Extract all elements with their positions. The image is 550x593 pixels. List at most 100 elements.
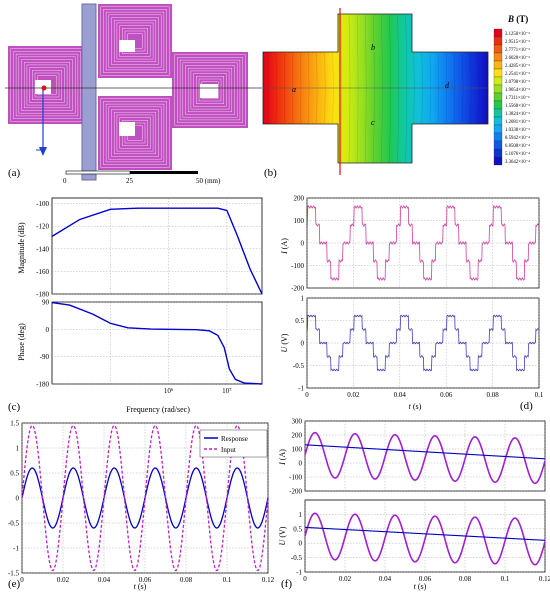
- probe-point: [41, 85, 47, 91]
- y-tick-label: 300: [292, 418, 303, 426]
- coil-turn: [105, 11, 165, 71]
- voltage-waveform-plot: 0 0.02 0.04 0.06 0.08 0.1 1 0.5 0 -0.5 -1: [293, 295, 544, 400]
- x-tick-label: 0.06: [139, 576, 152, 584]
- y-tick-label: -1: [298, 385, 304, 393]
- coil-turn: [103, 9, 167, 73]
- coil-turn: [13, 51, 81, 119]
- region-label-b: b: [371, 43, 375, 52]
- coil-turn: [105, 103, 165, 163]
- coil-turn: [100, 6, 170, 76]
- y-tick-label: 1.5: [10, 420, 19, 428]
- legend-value: 3.1250×10⁻³: [505, 31, 530, 37]
- coil-turn: [100, 98, 170, 168]
- legend-box: [199, 429, 268, 458]
- y-tick-label: -120: [36, 223, 49, 231]
- coil-gap: [200, 84, 218, 98]
- panel-label-a: (a): [8, 167, 21, 179]
- panel-e-response-input: 0 0.02 0.04 0.06 0.08 0.1 0.12 1.5 1 0.5 0 -0.5 -1 -1…: [8, 420, 275, 592]
- legend-swatch: [493, 28, 503, 38]
- coil-turn: [196, 76, 224, 104]
- legend-swatch: [493, 60, 503, 70]
- x-tick-label: 0: [303, 575, 307, 583]
- y-tick-label: 1: [301, 295, 305, 303]
- legend-swatch: [493, 140, 503, 150]
- legend-swatch: [493, 68, 503, 78]
- legend-swatch: [493, 116, 503, 126]
- legend-swatch: [493, 92, 503, 102]
- x-tick-label: 0: [305, 391, 309, 399]
- coil-gap: [119, 40, 135, 52]
- coil-turn: [23, 61, 71, 109]
- y-tick-label: 90: [42, 299, 50, 307]
- coil-turn: [108, 14, 162, 68]
- y-tick-label: 1: [299, 511, 303, 519]
- y-tick-label: -100: [289, 474, 302, 482]
- coil-turn: [116, 114, 154, 152]
- scale-bar-white: [65, 170, 131, 175]
- bode-phase-plot: 90 0 -90 -180 10⁶ 10⁷: [36, 299, 263, 395]
- x-tick-label: 10⁶: [164, 387, 174, 395]
- coil-turn: [116, 22, 154, 60]
- y-tick-label: -0.5: [291, 554, 303, 562]
- legend-value: 2.6028×10⁻³: [505, 55, 530, 61]
- plot-frame: [306, 297, 540, 389]
- x-tick-label: 0.04: [379, 575, 392, 583]
- x-tick-label: 0.02: [57, 576, 70, 584]
- legend-value: 1.3824×10⁻³: [505, 111, 530, 117]
- coil-turn: [190, 70, 230, 110]
- coil-turn: [113, 19, 157, 63]
- coil-turn: [174, 54, 246, 126]
- coil-turn: [15, 53, 79, 117]
- legend-value: 1.5568×10⁻³: [505, 103, 530, 109]
- y-tick-label: -0.5: [8, 520, 20, 528]
- coil-turn: [111, 17, 159, 65]
- legend-value: 1.7311×10⁻³: [505, 95, 530, 101]
- bode-magnitude-ylabel: Magnitude (dB): [17, 222, 26, 274]
- coil-bottom: [98, 96, 172, 170]
- coil-right: [172, 52, 248, 128]
- legend-response-label: Response: [221, 435, 248, 443]
- y-tick-label: 0: [16, 495, 20, 503]
- coil-turn: [26, 64, 68, 106]
- legend-value: 2.0798×10⁻³: [505, 79, 530, 85]
- coil-turn: [198, 78, 222, 102]
- iso-line: [373, 14, 375, 163]
- legend-value: 2.2541×10⁻³: [505, 71, 530, 77]
- plot-frame: [51, 197, 263, 295]
- y-tick-label: 100: [294, 217, 305, 225]
- oscillation-line: [304, 431, 546, 485]
- panel-label-e: (e): [8, 578, 21, 590]
- y-tick-label: 1: [16, 445, 20, 453]
- x-tick-label: 10⁷: [222, 387, 232, 395]
- legend-value: 1.2081×10⁻³: [505, 119, 530, 125]
- legend-value: 2.4285×10⁻³: [505, 63, 530, 69]
- legend-value: 1.0338×10⁻³: [505, 127, 530, 133]
- current-waveform-plot: 200 100 0 -100 -200: [291, 195, 540, 293]
- series-response: [21, 467, 269, 529]
- iso-line: [405, 14, 407, 163]
- decay-line: [304, 526, 546, 541]
- coil-turn: [103, 101, 167, 165]
- legend-value: 1.9054×10⁻³: [505, 87, 530, 93]
- d-current-ylabel: I (A): [280, 238, 289, 255]
- region-label-c: c: [371, 118, 375, 127]
- y-tick-label: 0: [299, 540, 303, 548]
- y-tick-label: -90: [40, 353, 50, 361]
- panel-b-flux-map: a b c d B (T) 3.1250×10⁻³ 2.9515×10⁻³ 2.77…: [262, 8, 530, 179]
- coil-turn: [32, 70, 62, 100]
- y-tick-label: -1: [13, 545, 19, 553]
- coil-turn: [111, 109, 159, 157]
- iso-line: [389, 14, 391, 163]
- y-tick-label: 0: [46, 326, 50, 334]
- transient-current-plot: 300 200 100 0 -100 -200: [289, 418, 546, 496]
- coil-turn: [179, 59, 241, 121]
- legend-value: 5.1076×10⁻⁴: [505, 151, 530, 157]
- x-tick-label: 0.02: [347, 391, 360, 399]
- y-tick-label: -200: [291, 285, 304, 293]
- oscillation-line: [304, 512, 546, 566]
- coil-turn: [185, 65, 235, 115]
- x-tick-label: 0.08: [180, 576, 193, 584]
- scale-label-0: 0: [63, 177, 67, 185]
- panel-label-b: (b): [264, 167, 277, 179]
- f-current-ylabel: I (A): [278, 449, 287, 466]
